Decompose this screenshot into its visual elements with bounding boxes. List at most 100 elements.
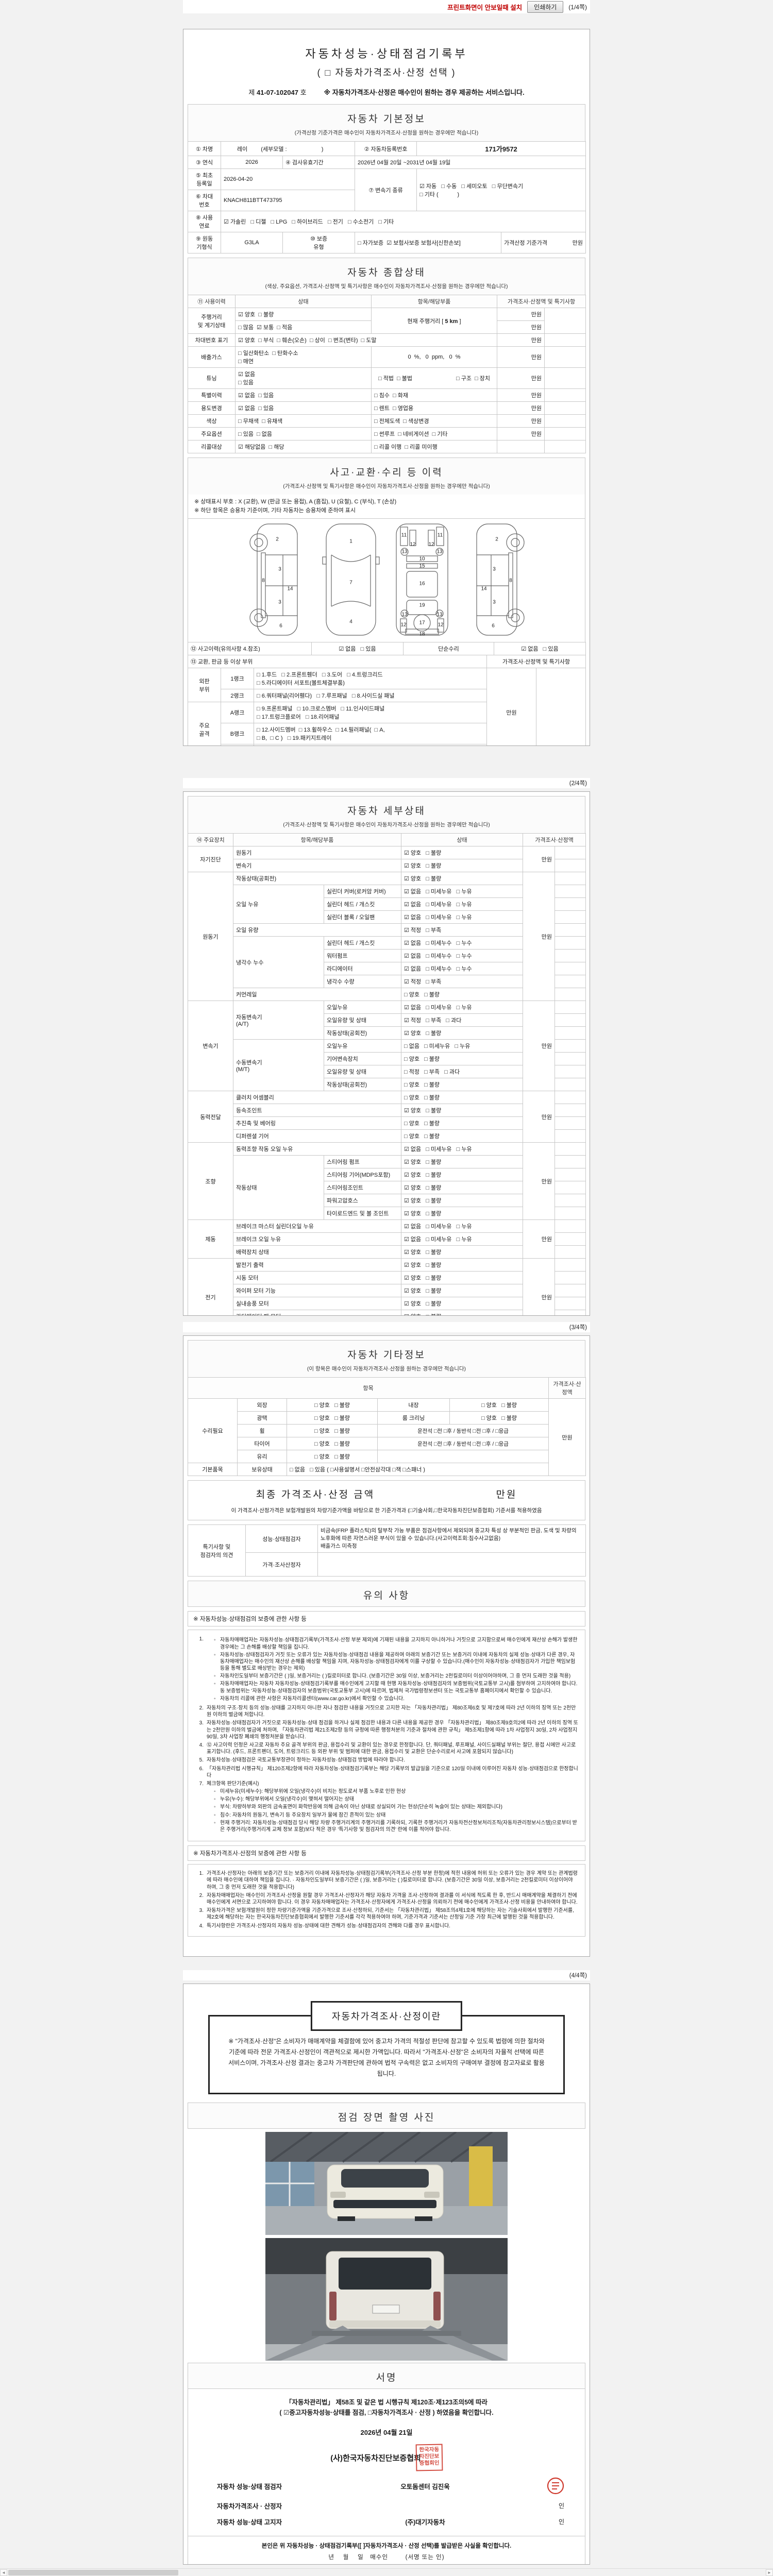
signature-section: 「자동차관리법」 제58조 및 같은 법 시행규칙 제120조·제123조의5에… bbox=[188, 2388, 585, 2536]
checkbox-group: □ 15.대쉬패널 □ 16.플로어패널 bbox=[253, 744, 488, 745]
label-cell: 작동상태(공회전) bbox=[233, 872, 401, 885]
memo-cell bbox=[544, 427, 586, 440]
checkbox-group: ☑ 양호 □ 불량 bbox=[401, 859, 523, 872]
column-header: 상태 bbox=[401, 833, 523, 846]
checkbox-group: ☑ 없음 □ 있음 bbox=[494, 642, 586, 656]
list-bullet: 침수: 자동차의 원동기, 변속기 등 주요장치 일부가 물에 잠긴 흔적이 있… bbox=[214, 1812, 579, 1819]
section-title: 자동차 기본정보 bbox=[347, 114, 426, 125]
signature-law-text: 「자동차관리법」 제58조 및 같은 법 시행규칙 제120조·제123조의5에… bbox=[285, 2399, 488, 2406]
scroll-right-button[interactable]: ► bbox=[766, 2569, 773, 2576]
checkbox-group: □ 양호 □ 불량 bbox=[287, 1450, 378, 1463]
section-subtitle: (가격조사·산정액 및 특기사항은 매수인이 자동차가격조사·산정을 원하는 경… bbox=[283, 483, 490, 489]
checkbox-group: ☑ 양호 □ 불량 bbox=[401, 1271, 523, 1284]
checkbox-group: ☑ 적정 □ 부족 □ 과다 bbox=[401, 1013, 523, 1027]
print-button[interactable]: 인쇄하기 bbox=[527, 1, 564, 13]
checkbox-group: □ 12.사이드멤버 □ 13.휠하우스 □ 14.필러패널( □ A, □ B… bbox=[253, 723, 488, 745]
value-cell: 2026년 04월 20일 ~2031년 04월 19일 bbox=[354, 156, 586, 169]
list-number: 7. bbox=[199, 1781, 204, 1787]
checkbox-group: □ 없음 □ 있음 ( □사용설명서 □안전삼각대 □잭 □스패너 ) bbox=[287, 1463, 549, 1476]
checkbox-group: □ 자가보증 ☑ 보험사보증 보험사[신한손보] bbox=[355, 232, 501, 253]
label-cell: ⑦ 변속기 종류 bbox=[355, 168, 417, 211]
horizontal-scrollbar[interactable]: ◄ ► bbox=[0, 2568, 773, 2576]
signer-role: 자동차 성능·상태 고지자 bbox=[217, 2519, 282, 2526]
seal-placeholder: 인 bbox=[558, 2518, 564, 2526]
panel-number: 8 bbox=[262, 578, 265, 584]
install-helper-link[interactable]: 프린트화면이 안보일때 설치 bbox=[447, 4, 523, 11]
label-cell: 광택 bbox=[237, 1411, 287, 1425]
checkbox-group: ☑ 없음 □ 있음 bbox=[235, 388, 372, 402]
print-toolbar: 프린트화면이 안보일때 설치 인쇄하기 (1/4쪽) bbox=[183, 0, 590, 13]
page-indicator: (4/4쪽) bbox=[183, 1970, 590, 1980]
group-cell: 수리필요 bbox=[188, 1398, 238, 1463]
checkbox-group: ☑ 없음 □ 미세누수 □ 누수 bbox=[401, 949, 523, 962]
group-cell: 전기 bbox=[188, 1258, 233, 1315]
checkbox-group: ☑ 양호 □ 불량 bbox=[401, 872, 523, 885]
checkbox-group: ☑ 없음 □ 있음 bbox=[235, 367, 372, 389]
panel-number: 1 bbox=[349, 538, 352, 545]
org-seal-stamp: 한국자동차진단보증협회인 bbox=[415, 2444, 443, 2471]
list-text: 자동차가격은 보험개발원이 정한 차량기준가액을 기준가격으로 조사·산정하되,… bbox=[207, 1908, 574, 1921]
panel-number: 4 bbox=[349, 619, 352, 625]
label-cell: ⑤ 최초 등록일 bbox=[188, 168, 221, 190]
group-cell: 원동기 bbox=[188, 872, 233, 1001]
memo-cell bbox=[554, 1232, 586, 1246]
price-cell: 만원 bbox=[548, 1398, 586, 1476]
label-cell: 타이어 bbox=[237, 1437, 287, 1450]
panel-number: 18 bbox=[419, 631, 425, 637]
panel-number: 6 bbox=[492, 623, 495, 629]
memo-cell bbox=[554, 1245, 586, 1259]
memo-cell bbox=[554, 1155, 586, 1168]
value-cell: 2026 bbox=[221, 156, 283, 169]
label-cell: 등속조인트 bbox=[233, 1104, 401, 1117]
comprehensive-state-section: 자동차 종합상태 (색상, 주요옵션, 가격조사·산정액 및 특기사항은 매수인이… bbox=[188, 258, 586, 453]
buyer-date-blank: 년 월 일 매수인 bbox=[328, 2554, 389, 2561]
memo-cell bbox=[554, 1284, 586, 1297]
label-cell: 라디에이터 팬 모터 bbox=[233, 1310, 401, 1315]
scroll-thumb[interactable] bbox=[8, 2570, 178, 2575]
price-cell: 만원 bbox=[523, 1091, 555, 1143]
list-text: 가격조사·산정자는 아래의 보증기간 또는 보증거리 이내에 자동차성능·상태점… bbox=[207, 1871, 578, 1890]
rank-cell: 1랭크 bbox=[221, 668, 254, 690]
checkbox-group: ☑ 양호 □ 불량 bbox=[401, 1310, 523, 1315]
list-number: 1. bbox=[199, 1871, 204, 1877]
label-cell: 스티어링조인트 bbox=[324, 1181, 401, 1194]
label-cell: ③ 연식 bbox=[188, 156, 221, 169]
checkbox-group: □ 무채색 □ 유채색 bbox=[235, 414, 372, 428]
section-subtitle: (이 항목은 매수인이 자동차가격조사·산정을 원하는 경우에만 적습니다) bbox=[307, 1366, 466, 1372]
label-cell: 원동기 bbox=[233, 846, 401, 859]
checkbox-group: □ 썬루프 □ 네비게이션 □ 기타 bbox=[371, 427, 497, 440]
panel-number: 17 bbox=[419, 620, 425, 626]
list-text: 자동차성능·상태점검자가 거짓으로 자동차성능·상태 점검을 하거나 실제 점검… bbox=[207, 1720, 578, 1740]
label-cell: 스티어링 기어(MDPS포함) bbox=[324, 1168, 401, 1181]
checkbox-group: ☑ 적정 □ 부족 bbox=[401, 923, 523, 937]
final-price-note: 이 가격조사·산정가격은 보험개발원의 차량기준가액을 바탕으로 한 기준가격과… bbox=[231, 1507, 542, 1514]
column-header: 가격조사·산정액 bbox=[548, 1377, 586, 1399]
panel-number: 2 bbox=[276, 536, 279, 543]
panel-number: 13 bbox=[401, 549, 408, 555]
label-cell: ⑫ 사고이력(유의사항 4.참조) bbox=[188, 642, 312, 656]
price-cell: 만원 bbox=[523, 1142, 555, 1220]
panel-rank-table: ⑬ 교환, 판금 등 이상 부위 가격조사·산정액 및 특기사항 외판 부위 1랭크… bbox=[187, 655, 586, 745]
checkbox-group: □ 양호 □ 불량 bbox=[401, 1129, 523, 1143]
value-cell: 171가9572 bbox=[416, 141, 586, 156]
list-bullet: 현재 주행거리: 자동차성능·상태점검 당시 해당 차량 주행거리계의 주행거리… bbox=[214, 1820, 579, 1833]
rank-cell: A랭크 bbox=[221, 702, 254, 724]
scroll-left-button[interactable]: ◄ bbox=[0, 2569, 7, 2576]
label-cell: 실린더 블록 / 오일팬 bbox=[324, 910, 401, 924]
checkbox-group: ☑ 없음 □ 미세누유 □ 누유 bbox=[401, 1219, 523, 1233]
memo-cell bbox=[544, 308, 586, 334]
checkbox-group: ☑ 없음 □ 미세누유 □ 누유 bbox=[401, 1232, 523, 1246]
checkbox-group: ☑ 양호 □ 불량 bbox=[401, 1207, 523, 1220]
price-cell: 만원 bbox=[523, 846, 555, 872]
section-title: 유의 사항 bbox=[363, 1590, 410, 1602]
checkbox-group: □ 적정 □ 부족 □ 과다 bbox=[401, 1065, 523, 1078]
label-cell: 휠 bbox=[237, 1424, 287, 1437]
column-header: 항목/해당부품 bbox=[233, 833, 401, 846]
label-cell: 내장 bbox=[377, 1398, 450, 1412]
panel-number: 14 bbox=[481, 586, 487, 592]
list-number: 2. bbox=[199, 1705, 204, 1711]
checkbox-group: ☑ 양호 □ 불량 bbox=[401, 1194, 523, 1207]
list-number: 4. bbox=[199, 1742, 204, 1748]
memo-cell bbox=[554, 1142, 586, 1156]
price-cell: 만원 bbox=[523, 1001, 555, 1091]
